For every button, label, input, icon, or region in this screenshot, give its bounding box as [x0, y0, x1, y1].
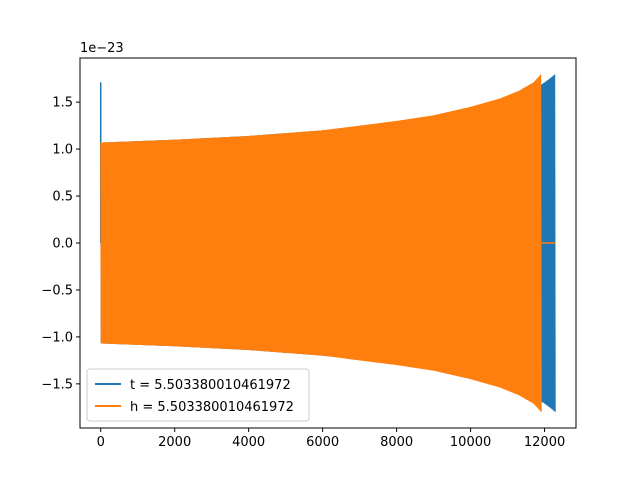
x-tick-label: 6000 [306, 435, 339, 450]
legend-box [86, 368, 310, 422]
y-tick-label: 1.5 [52, 96, 73, 111]
y-tick-label: −1.0 [41, 330, 73, 345]
legend-label-t: t = 5.503380010461972 [130, 378, 291, 393]
plot-area [99, 74, 556, 413]
y-tick-label: 0.5 [52, 190, 73, 205]
x-tick-label: 0 [97, 435, 105, 450]
y-offset-text: 1e−23 [80, 41, 124, 56]
y-tick-label: −0.5 [41, 283, 73, 298]
x-axis: 0 2000 4000 6000 8000 10000 12000 [97, 428, 565, 450]
x-tick-label: 10000 [450, 435, 491, 450]
x-tick-label: 12000 [524, 435, 565, 450]
legend-label-h: h = 5.503380010461972 [130, 400, 294, 415]
series-h-line [100, 74, 542, 413]
x-tick-label: 4000 [232, 435, 265, 450]
x-tick-label: 8000 [380, 435, 413, 450]
legend: t = 5.503380010461972 h = 5.503380010461… [86, 368, 310, 422]
y-tick-label: 0.0 [52, 237, 73, 252]
y-tick-label: 1.0 [52, 143, 73, 158]
y-tick-label: −1.5 [41, 377, 73, 392]
x-tick-label: 2000 [158, 435, 191, 450]
y-axis: −1.5 −1.0 −0.5 0.0 0.5 1.0 1.5 [41, 96, 80, 392]
